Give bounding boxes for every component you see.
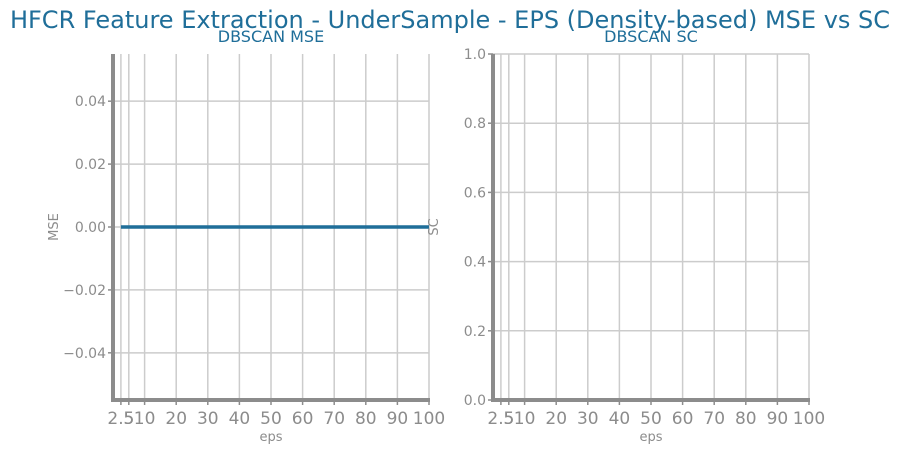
x-tick-label: 20 (545, 409, 567, 429)
figure-title: HFCR Feature Extraction - UnderSample - … (10, 6, 890, 34)
x-axis-label: eps (639, 430, 662, 445)
x-tick-label: 70 (703, 409, 725, 429)
x-tick-label: 100 (413, 409, 445, 429)
x-tick-label: 40 (229, 409, 251, 429)
y-axis-label: SC (427, 218, 442, 235)
x-tick-label: 20 (165, 409, 187, 429)
x-tick-label: 70 (323, 409, 345, 429)
x-tick-label: 2.5 (107, 409, 134, 429)
y-tick-label: 0.6 (464, 185, 486, 201)
y-tick-label: 0.00 (75, 220, 106, 236)
x-tick-label: 90 (387, 409, 409, 429)
y-tick-label: −0.02 (63, 283, 106, 299)
y-tick-label: −0.04 (63, 346, 106, 362)
x-tick-label: 40 (609, 409, 631, 429)
y-tick-label: 0.04 (75, 94, 106, 110)
y-tick-label: 0.4 (464, 255, 486, 271)
x-tick-label: 100 (793, 409, 825, 429)
y-tick-label: 1.0 (464, 47, 486, 63)
y-tick-label: 0.02 (75, 157, 106, 173)
x-tick-label: 60 (672, 409, 694, 429)
x-tick-label: 2.5 (487, 409, 514, 429)
x-tick-label: 60 (292, 409, 314, 429)
x-tick-label: 10 (134, 409, 156, 429)
y-tick-label: 0.2 (464, 324, 486, 340)
x-tick-label: 10 (514, 409, 536, 429)
x-tick-label: 80 (735, 409, 757, 429)
y-tick-label: 0.8 (464, 116, 486, 132)
x-tick-label: 50 (640, 409, 662, 429)
x-tick-label: 5 (123, 409, 134, 429)
x-tick-label: 50 (260, 409, 282, 429)
y-axis-label: MSE (47, 213, 62, 241)
x-tick-label: 90 (767, 409, 789, 429)
subplot-title: DBSCAN SC (604, 27, 698, 46)
subplot-title: DBSCAN MSE (218, 27, 324, 46)
x-tick-label: 5 (503, 409, 514, 429)
x-tick-label: 30 (577, 409, 599, 429)
y-tick-label: 0.0 (464, 393, 486, 409)
x-tick-label: 30 (197, 409, 219, 429)
x-tick-label: 80 (355, 409, 377, 429)
x-axis-label: eps (259, 430, 282, 445)
